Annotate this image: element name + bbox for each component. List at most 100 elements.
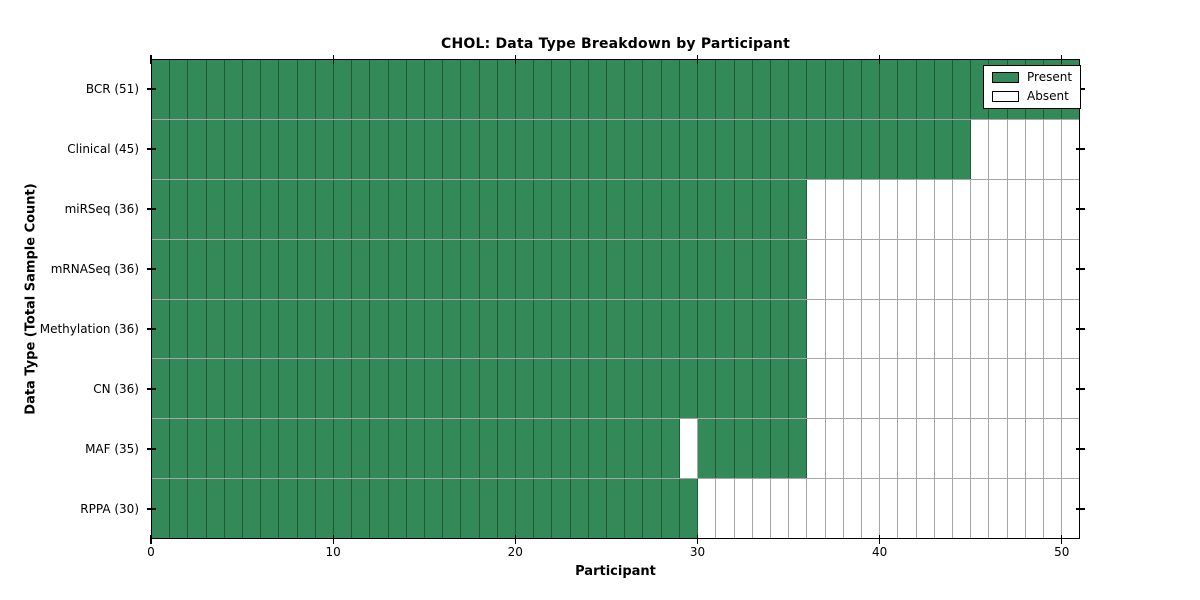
- heatmap-cell: [534, 299, 553, 359]
- heatmap-cell: [679, 179, 699, 239]
- y-tick-mark: [146, 448, 156, 450]
- heatmap-cell: [716, 479, 735, 538]
- heatmap-cell: [170, 239, 189, 299]
- heatmap-cell: [570, 239, 589, 299]
- heatmap-cell: [479, 359, 498, 419]
- heatmap-cell: [898, 119, 917, 179]
- heatmap-cell: [661, 299, 680, 359]
- heatmap-cell: [170, 359, 189, 419]
- heatmap-cell: [934, 419, 953, 479]
- x-tick-mark: [150, 534, 152, 544]
- heatmap-cell: [916, 239, 935, 299]
- heatmap-cell: [443, 479, 462, 538]
- heatmap-cell: [607, 179, 626, 239]
- heatmap-cell: [443, 419, 462, 479]
- heatmap-cell: [861, 60, 881, 119]
- heatmap-cell: [334, 299, 353, 359]
- heatmap-cell: [261, 299, 280, 359]
- heatmap-cell: [188, 179, 207, 239]
- heatmap-cell: [261, 419, 280, 479]
- x-tick-mark: [1061, 534, 1063, 544]
- heatmap-cell: [1007, 359, 1026, 419]
- heatmap-cell: [1025, 119, 1044, 179]
- heatmap-cell: [734, 419, 753, 479]
- heatmap-cell: [552, 479, 571, 538]
- heatmap-cell: [625, 119, 644, 179]
- y-tick-label: miRSeq (36): [64, 202, 139, 216]
- heatmap-cell: [152, 239, 171, 299]
- heatmap-cell: [334, 359, 353, 419]
- y-tick-mark: [146, 148, 156, 150]
- heatmap-cell: [516, 60, 535, 119]
- heatmap-cell: [770, 239, 790, 299]
- heatmap-cell: [807, 359, 826, 419]
- heatmap-cell: [971, 179, 990, 239]
- y-tick-mark: [146, 388, 156, 390]
- heatmap-cell: [279, 359, 298, 419]
- heatmap-cell: [898, 239, 917, 299]
- heatmap-cell: [734, 479, 753, 538]
- heatmap-cell: [752, 359, 771, 419]
- heatmap-cell: [934, 479, 953, 538]
- heatmap-cell: [698, 359, 717, 419]
- heatmap-cell: [661, 179, 680, 239]
- y-tick-label: Clinical (45): [67, 142, 139, 156]
- heatmap-cell: [679, 299, 699, 359]
- heatmap-cell: [607, 479, 626, 538]
- heatmap-cell: [370, 239, 389, 299]
- heatmap-cell: [206, 299, 225, 359]
- heatmap-cell: [625, 419, 644, 479]
- heatmap-cell: [170, 179, 189, 239]
- heatmap-cell: [534, 239, 553, 299]
- heatmap-cell: [516, 419, 535, 479]
- heatmap-cell: [825, 60, 844, 119]
- heatmap-cell: [916, 299, 935, 359]
- heatmap-cell: [279, 239, 298, 299]
- heatmap-cell: [315, 359, 335, 419]
- heatmap-cell: [406, 419, 426, 479]
- heatmap-cell: [843, 479, 862, 538]
- heatmap-cell: [261, 179, 280, 239]
- heatmap-cell: [570, 179, 589, 239]
- heatmap-cell: [1007, 299, 1026, 359]
- heatmap-cell: [188, 299, 207, 359]
- heatmap-cell: [297, 239, 316, 299]
- heatmap-cell: [679, 239, 699, 299]
- heatmap-cell: [643, 60, 662, 119]
- heatmap-cell: [825, 479, 844, 538]
- heatmap-cell: [279, 479, 298, 538]
- heatmap-cell: [206, 119, 225, 179]
- heatmap-cell: [1062, 119, 1080, 179]
- heatmap-cell: [206, 359, 225, 419]
- heatmap-cell: [497, 359, 517, 419]
- heatmap-cell: [588, 419, 608, 479]
- heatmap-cell: [334, 179, 353, 239]
- heatmap-cell: [315, 119, 335, 179]
- y-tick-label: mRNASeq (36): [50, 262, 139, 276]
- legend-label-present: Present: [1027, 70, 1073, 84]
- heatmap-cell: [843, 60, 862, 119]
- heatmap-cell: [916, 119, 935, 179]
- heatmap-cell: [971, 119, 990, 179]
- heatmap-cell: [243, 359, 262, 419]
- heatmap-row: [152, 179, 1080, 240]
- heatmap-cell: [552, 60, 571, 119]
- heatmap-cell: [315, 60, 335, 119]
- heatmap-cell: [989, 299, 1008, 359]
- legend-item-present: Present: [992, 71, 1072, 84]
- heatmap-cell: [1062, 179, 1080, 239]
- heatmap-cell: [916, 359, 935, 419]
- x-tick-label: 50: [1054, 545, 1070, 559]
- heatmap-cell: [152, 60, 171, 119]
- absent-swatch-icon: [992, 91, 1019, 102]
- heatmap-cell: [206, 239, 225, 299]
- heatmap-cell: [880, 299, 899, 359]
- heatmap-cell: [461, 419, 480, 479]
- heatmap-cell: [443, 239, 462, 299]
- heatmap-cell: [1025, 299, 1044, 359]
- heatmap-cell: [588, 119, 608, 179]
- y-tick-mark: [146, 328, 156, 330]
- heatmap-cell: [789, 299, 808, 359]
- heatmap-cell: [588, 299, 608, 359]
- heatmap-cell: [516, 359, 535, 419]
